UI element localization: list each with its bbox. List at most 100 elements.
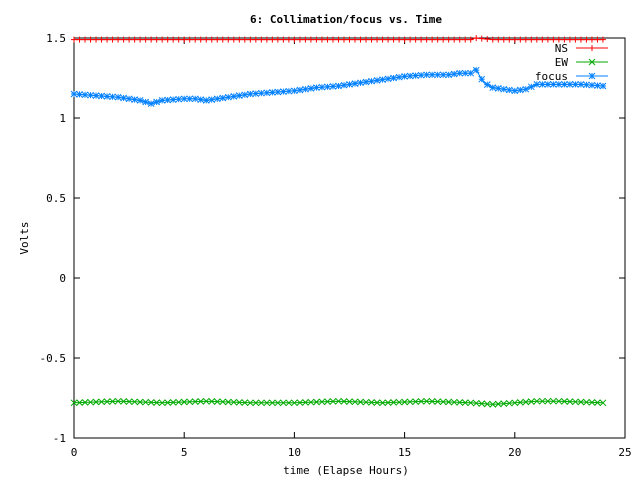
marker-stroke (384, 75, 392, 83)
marker-stroke (252, 90, 260, 97)
marker-stroke (230, 398, 238, 406)
marker-stroke (478, 75, 486, 83)
data-point (131, 96, 138, 103)
marker-stroke (285, 399, 293, 407)
data-point (561, 36, 568, 43)
data-point (302, 85, 309, 93)
marker-stroke (467, 399, 475, 407)
marker-stroke (450, 398, 458, 406)
marker-stroke (522, 398, 530, 406)
marker-stroke (329, 83, 337, 90)
marker-stroke (511, 399, 519, 407)
data-point (269, 36, 276, 43)
legend-item-ns: NS (555, 42, 608, 55)
data-point (252, 399, 260, 407)
data-point (472, 66, 480, 74)
marker-stroke (599, 82, 607, 90)
data-point (385, 36, 392, 43)
data-point (274, 36, 281, 43)
marker-stroke (202, 97, 210, 104)
data-point (224, 398, 232, 406)
data-point (473, 35, 480, 42)
marker-stroke (599, 399, 607, 407)
marker-stroke (594, 82, 601, 89)
data-point (544, 81, 552, 88)
data-point (340, 398, 348, 405)
data-point (461, 69, 469, 77)
data-point (257, 89, 265, 97)
data-point (357, 36, 364, 43)
data-point (522, 398, 530, 406)
marker-stroke (291, 399, 298, 407)
marker-stroke (219, 94, 227, 102)
marker-stroke (70, 399, 78, 407)
marker-stroke (472, 399, 480, 407)
marker-stroke (103, 93, 111, 100)
data-point (335, 397, 342, 405)
data-point (384, 399, 392, 406)
data-point (505, 399, 513, 407)
data-point (588, 36, 595, 43)
data-point (346, 398, 353, 405)
marker-stroke (98, 398, 105, 406)
marker-stroke (230, 93, 238, 100)
data-point (555, 81, 563, 88)
data-point (346, 36, 353, 43)
data-point (428, 71, 436, 79)
data-point (533, 81, 541, 88)
marker-stroke (500, 85, 508, 93)
data-point (109, 36, 116, 43)
marker-stroke (81, 91, 89, 99)
data-point (489, 36, 496, 43)
data-point (450, 398, 458, 406)
data-point (175, 398, 183, 406)
data-point (81, 91, 89, 99)
legend-label: EW (555, 56, 569, 69)
data-point (550, 81, 557, 88)
marker-stroke (588, 81, 596, 89)
marker-stroke (180, 398, 188, 406)
data-point (302, 36, 309, 43)
marker-stroke (368, 399, 375, 406)
data-point (230, 93, 238, 100)
marker-stroke (169, 96, 177, 103)
x-axis-label: time (Elapse Hours) (283, 464, 409, 477)
data-point (483, 81, 491, 88)
marker-stroke (572, 81, 579, 88)
data-point (296, 86, 304, 94)
data-point (329, 36, 336, 43)
data-point (318, 36, 325, 43)
data-point (213, 95, 221, 103)
marker-stroke (81, 399, 89, 406)
data-point (291, 87, 298, 95)
data-point (588, 399, 596, 406)
chart-title: 6: Collimation/focus vs. Time (250, 13, 442, 26)
data-point (467, 69, 475, 77)
data-point (125, 95, 133, 103)
data-point (599, 399, 607, 407)
marker-stroke (224, 398, 232, 406)
data-point (522, 85, 530, 93)
data-point (594, 399, 601, 406)
marker-stroke (263, 89, 271, 97)
data-point (516, 86, 524, 94)
data-point (175, 36, 182, 43)
data-point (494, 400, 502, 408)
data-point (517, 36, 524, 43)
data-point (335, 82, 342, 90)
legend-label: focus (535, 70, 568, 83)
marker-stroke (252, 399, 260, 407)
data-point (87, 91, 94, 99)
data-point (428, 398, 436, 405)
data-point (109, 93, 116, 101)
data-point (577, 36, 584, 43)
data-point (313, 36, 320, 43)
marker-stroke (87, 398, 94, 406)
data-point (131, 36, 138, 43)
data-point (373, 77, 381, 84)
marker-stroke (417, 71, 425, 79)
data-point (412, 72, 419, 79)
data-point (527, 83, 535, 91)
marker-stroke (291, 87, 298, 95)
data-point (506, 36, 513, 43)
